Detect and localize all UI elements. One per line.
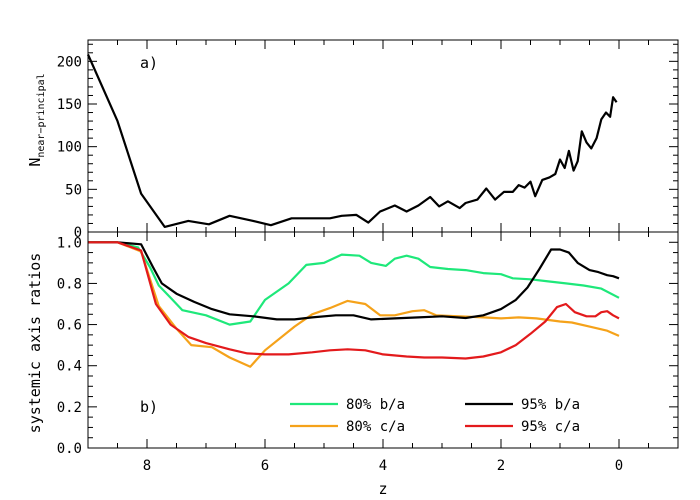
panel-b-y-tick-label: 0.0 [57,441,82,457]
series-line-95-c-a [88,241,620,360]
series-line-95-b-a [88,241,620,321]
panel-b-y-tick-label: 0.8 [57,276,82,292]
panel-a-y-tick-label: 0 [74,225,82,241]
panel-b-y-tick-label: 1.0 [57,235,82,251]
panel-b-frame [87,231,679,449]
panel-a: 0 50 100 150 200 [57,40,679,241]
panel-a-ylabel-sub: near−principal [36,73,47,157]
panel-a-y-tick-label: 50 [65,182,82,198]
panel-a-y-tick-label: 100 [57,140,82,156]
x-tick-label: 6 [261,458,269,474]
panel-a-ylabel: Nnear−principal [26,73,47,166]
panel-a-y-tick-label: 200 [57,54,82,70]
panel-b-y-tick-label: 0.4 [57,359,82,375]
panel-b-y-tick-label: 0.6 [57,318,82,334]
panel-b-label: b) [140,398,158,416]
x-axis-label: z [378,480,387,498]
panel-b-ylabel: systemic axis ratios [26,253,44,434]
x-tick-label: 0 [615,458,623,474]
panel-a-frame [87,39,679,233]
x-tick-label: 4 [379,458,387,474]
panel-a-y-tick-label: 150 [57,97,82,113]
panel-a-label: a) [140,54,158,72]
legend-label: 80% b/a [346,397,405,413]
x-tick-label: 2 [497,458,505,474]
legend: 80% b/a 80% c/a 95% b/a 95% c/a [290,397,580,435]
series-line-80-c-a [88,241,620,368]
panel-a-ylabel-main: N [26,158,44,167]
legend-label: 95% c/a [521,419,580,435]
n-near-principal-line [86,54,618,228]
panel-frames [87,39,679,449]
legend-label: 95% b/a [521,397,580,413]
panel-b: 8 6 4 2 0 0.0 0.2 0.4 0.6 0.8 1.0 [57,232,679,474]
series-line-80-b-a [88,241,620,326]
legend-label: 80% c/a [346,419,405,435]
x-tick-label: 8 [143,458,151,474]
panel-b-y-tick-label: 0.2 [57,400,82,416]
